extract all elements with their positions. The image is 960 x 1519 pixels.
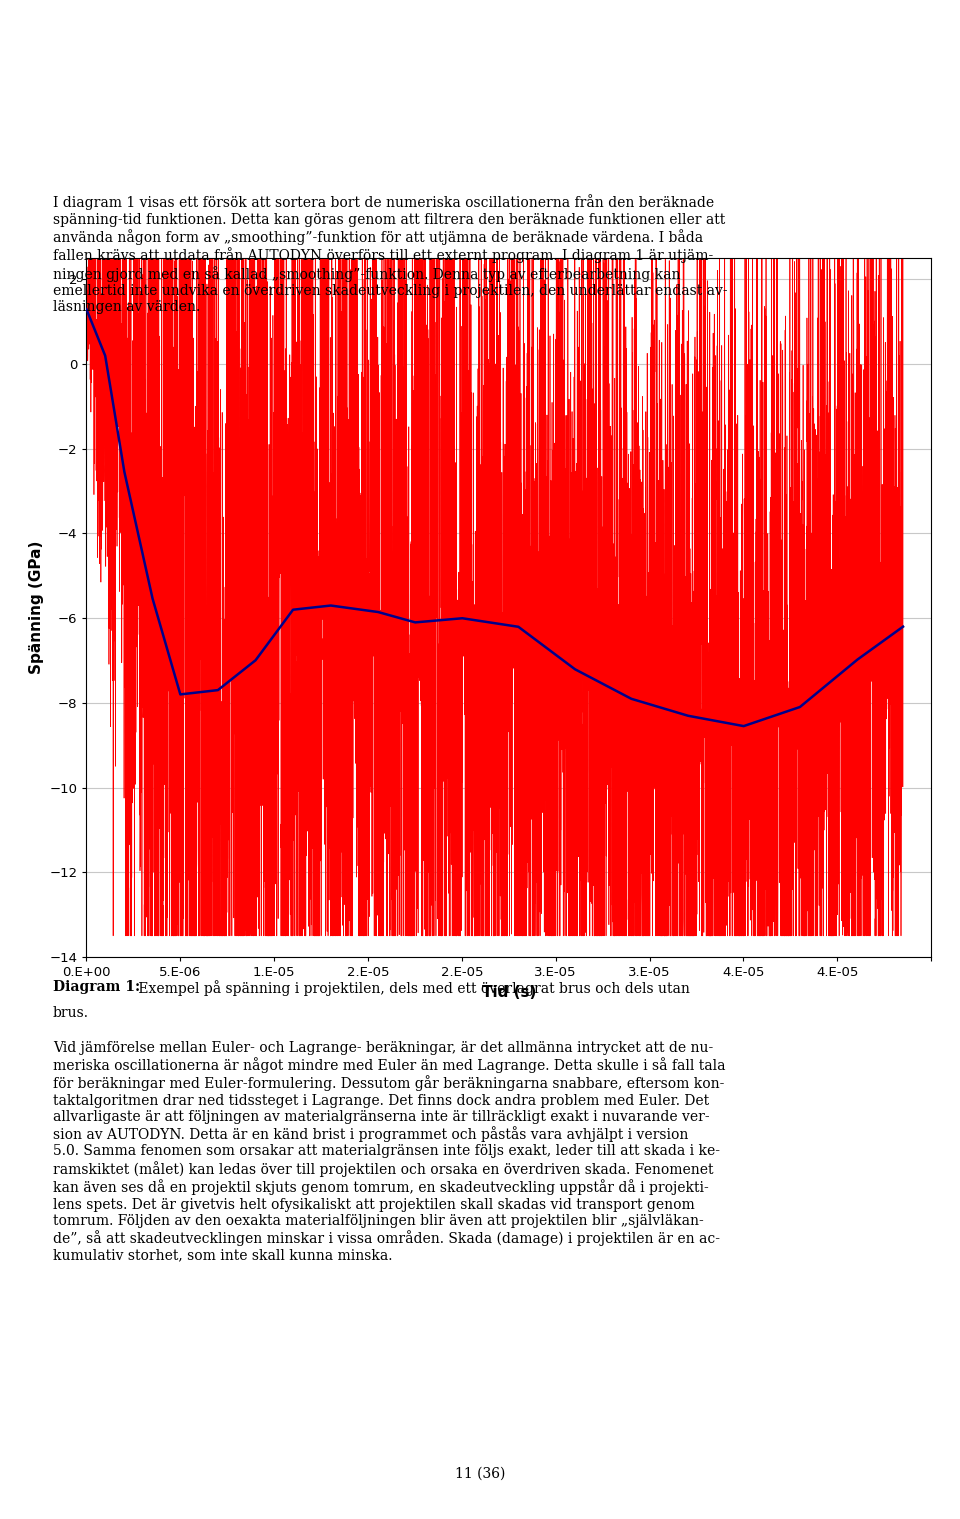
Text: brus.: brus. [53,1006,88,1019]
Text: Vid jämförelse mellan Euler- och Lagrange- beräkningar, är det allmänna intrycke: Vid jämförelse mellan Euler- och Lagrang… [53,1041,726,1262]
Text: I diagram 1 visas ett försök att sortera bort de numeriska oscillationerna från : I diagram 1 visas ett försök att sortera… [53,194,728,314]
Text: 11 (36): 11 (36) [455,1467,505,1481]
X-axis label: Tid (s): Tid (s) [482,984,536,1000]
Y-axis label: Spänning (GPa): Spänning (GPa) [29,541,44,674]
Text: Diagram 1:: Diagram 1: [53,980,140,993]
Text: Exempel på spänning i projektilen, dels med ett överlagrat brus och dels utan: Exempel på spänning i projektilen, dels … [134,980,690,995]
